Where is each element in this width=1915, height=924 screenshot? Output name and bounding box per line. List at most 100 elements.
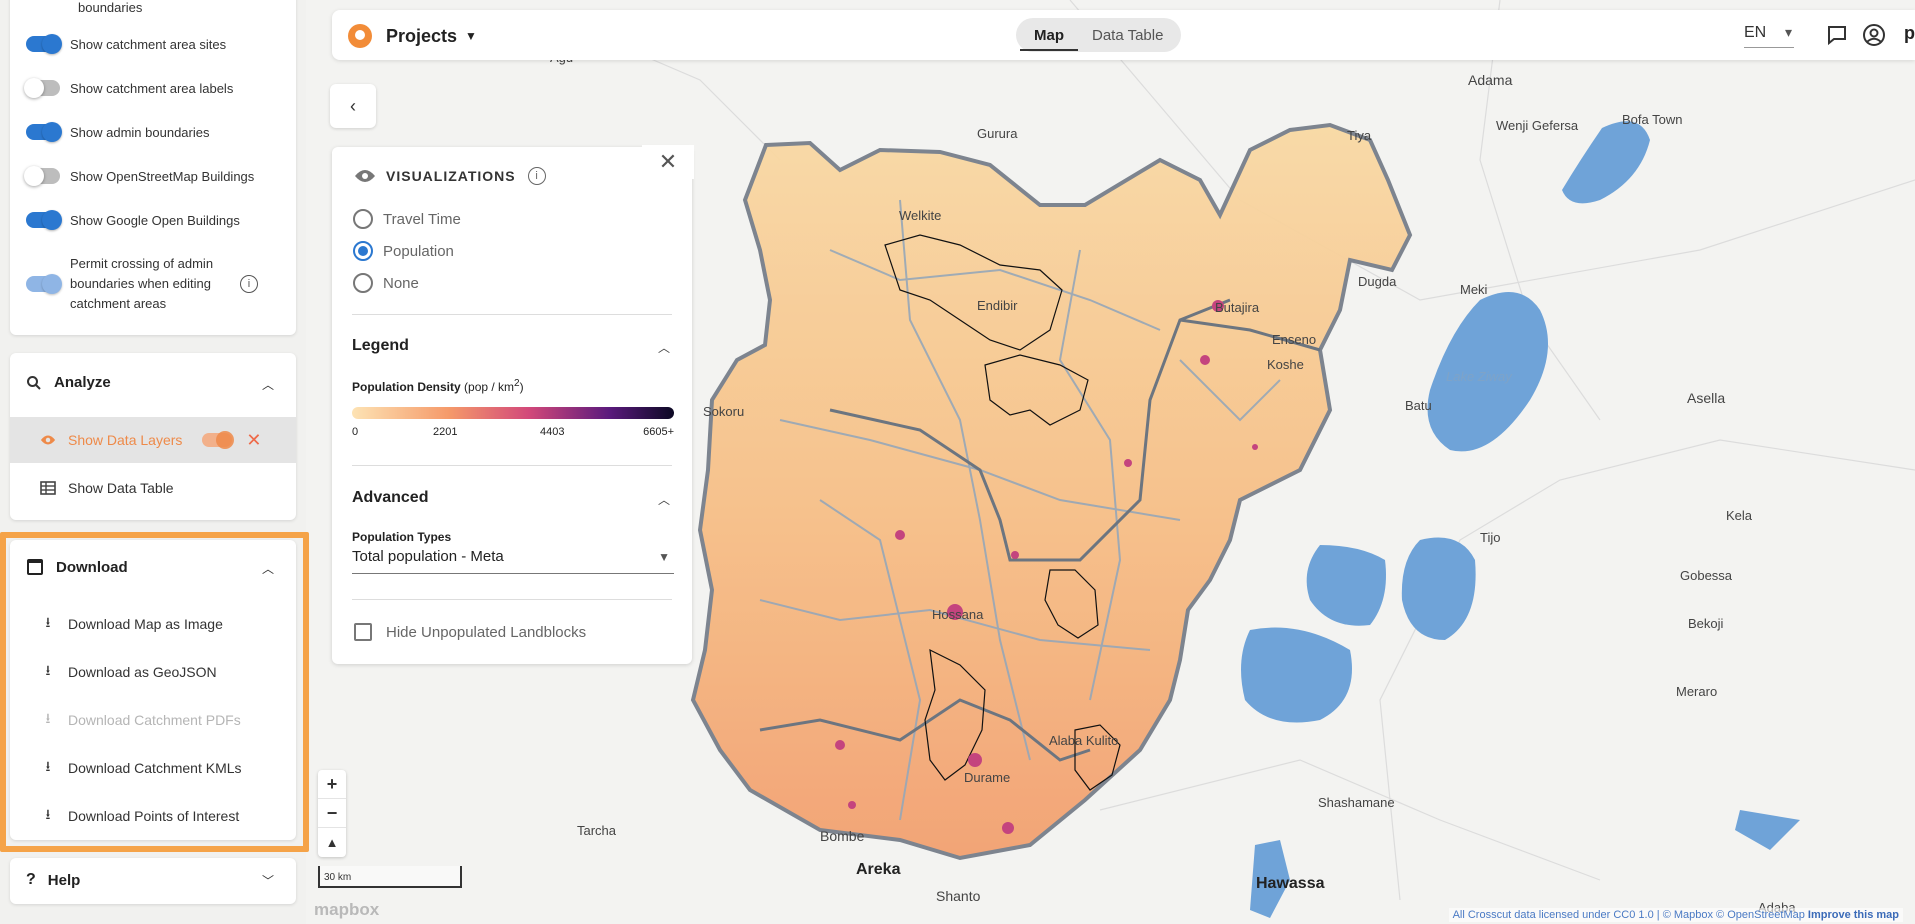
help-header[interactable]: ? Help (26, 871, 80, 889)
download-header[interactable]: Download (26, 558, 128, 576)
show-data-layers[interactable]: Show Data Layers ✕ (10, 417, 296, 463)
chevron-up-icon[interactable]: ︿ (657, 493, 670, 507)
toggle-catchment-sites[interactable]: Show catchment area sites (26, 34, 227, 54)
radio-button[interactable] (353, 241, 373, 261)
place-label: Alaba Kulito (1049, 733, 1119, 748)
tab-data-table[interactable]: Data Table (1092, 26, 1164, 44)
divider (352, 599, 672, 600)
download-points-of-interest[interactable]: ⭳ Download Points of Interest (10, 793, 296, 839)
density-label: Population Density (352, 380, 461, 394)
advanced-header[interactable]: Advanced (352, 489, 429, 506)
toggle-admin-boundaries[interactable]: Show admin boundaries (26, 122, 210, 142)
menu-label: Download Catchment KMLs (68, 760, 242, 776)
toggle-label: Show catchment area sites (70, 36, 227, 52)
density-unit: (pop / km (464, 380, 515, 394)
menu-label: Show Data Table (68, 480, 174, 496)
place-label: Bekoji (1688, 616, 1724, 631)
place-label: Tijo (1480, 530, 1501, 545)
switch[interactable] (26, 210, 62, 230)
legend-tick: 0 (352, 426, 359, 438)
switch[interactable] (26, 122, 62, 142)
radio-none[interactable]: None (353, 273, 419, 293)
menu-label: Show Data Layers (68, 432, 183, 448)
top-bar: Projects ▼ Map Data Table EN p (332, 10, 1915, 60)
view-tabs: Map Data Table (1016, 18, 1182, 52)
legend-tick: 4403 (540, 426, 565, 438)
eye-icon (40, 432, 56, 448)
chevron-up-icon[interactable]: ︿ (657, 341, 670, 355)
chevron-down-icon[interactable]: ﹀ (262, 874, 275, 888)
tab-map[interactable]: Map (1020, 20, 1078, 51)
viz-header: VISUALIZATIONS i (354, 167, 546, 185)
legend-header[interactable]: Legend (352, 337, 409, 354)
density-title: Population Density (pop / km2) (352, 378, 524, 394)
place-label: Durame (964, 770, 1011, 785)
download-map-image[interactable]: ⭳ Download Map as Image (10, 601, 296, 647)
info-icon[interactable]: i (527, 167, 546, 185)
close-icon[interactable]: ✕ (246, 429, 262, 450)
analyze-header[interactable]: Analyze (26, 374, 111, 391)
collapse-panel-button[interactable]: ‹ (330, 84, 376, 128)
place-label: Lake Ziway (1446, 369, 1512, 384)
legend-gradient-bar (352, 407, 674, 419)
caret-down-icon: ▼ (658, 550, 670, 564)
density-close: ) (519, 380, 524, 394)
show-data-table[interactable]: Show Data Table (10, 465, 296, 511)
download-geojson[interactable]: ⭳ Download as GeoJSON (10, 649, 296, 695)
zoom-out-button[interactable]: − (318, 799, 346, 828)
legend-tick: 2201 (433, 426, 458, 438)
checkbox[interactable] (354, 623, 372, 641)
switch[interactable] (26, 274, 62, 294)
close-viz-button[interactable]: ✕ (642, 145, 694, 179)
project-selector[interactable]: Projects ▼ (348, 24, 477, 48)
switch[interactable] (26, 34, 62, 54)
hide-unpopulated-option[interactable]: Hide Unpopulated Landblocks (354, 623, 586, 641)
radio-label: Travel Time (383, 210, 461, 228)
download-catchment-kmls[interactable]: ⭳ Download Catchment KMLs (10, 745, 296, 791)
toggle-label: Show admin boundaries (70, 124, 210, 140)
menu-label: Download Points of Interest (68, 808, 240, 824)
chevron-up-icon[interactable]: ︿ (262, 562, 275, 576)
menu-label: Download Map as Image (68, 616, 223, 632)
toggle-google-buildings[interactable]: Show Google Open Buildings (26, 210, 240, 230)
radio-population[interactable]: Population (353, 241, 454, 261)
layers-partial-label: boundaries (78, 0, 143, 15)
download-icon: ⭳ (45, 806, 51, 822)
toggle-osm-buildings[interactable]: Show OpenStreetMap Buildings (24, 166, 254, 186)
compass-button[interactable]: ▲ (325, 835, 339, 850)
mapbox-logo[interactable]: mapbox (314, 900, 380, 919)
radio-button[interactable] (353, 273, 373, 293)
place-label: Gurura (977, 126, 1018, 141)
study-region (690, 122, 1413, 861)
chevron-up-icon[interactable]: ︿ (262, 378, 275, 392)
download-icon: ⭳ (45, 662, 51, 678)
toggle-permit-crossing[interactable]: Permit crossing of admin boundaries when… (26, 254, 258, 314)
download-icon: ⭳ (45, 614, 51, 630)
improve-map-link[interactable]: Improve this map (1807, 909, 1899, 921)
viz-title: VISUALIZATIONS (386, 168, 516, 184)
zoom-in-button[interactable]: + (318, 770, 346, 799)
toggle-catchment-labels[interactable]: Show catchment area labels (24, 78, 233, 98)
radio-button[interactable] (353, 209, 373, 229)
feedback-icon[interactable] (1826, 24, 1848, 51)
account-icon[interactable] (1862, 23, 1886, 52)
data-layers-switch[interactable] (202, 431, 235, 449)
menu-label: Download Catchment PDFs (68, 712, 241, 728)
population-types-select[interactable]: Total population - Meta ▼ (352, 548, 674, 574)
language-select[interactable]: EN (1744, 24, 1794, 48)
place-label: Shanto (936, 888, 981, 904)
radio-label: None (383, 274, 419, 292)
place-label: Bombe (820, 828, 865, 844)
radio-travel-time[interactable]: Travel Time (353, 209, 461, 229)
zoom-controls: + − ▲ (318, 770, 346, 857)
place-label: Kela (1726, 508, 1753, 523)
divider (352, 465, 672, 466)
analyze-title: Analyze (54, 374, 111, 391)
place-label: Areka (856, 861, 901, 878)
project-label: Projects (386, 25, 458, 46)
download-icon: ⭳ (45, 758, 51, 774)
switch[interactable] (24, 78, 60, 98)
switch[interactable] (24, 166, 60, 186)
info-icon[interactable]: i (240, 275, 258, 293)
place-label: Wenji Gefersa (1496, 118, 1579, 133)
